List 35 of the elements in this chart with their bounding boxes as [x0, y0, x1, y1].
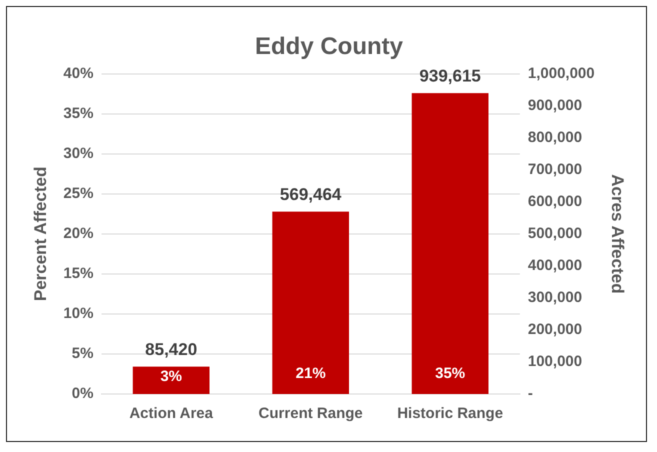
y2-tick-label: 800,000 — [528, 128, 582, 146]
y2-tick-label: 300,000 — [528, 289, 582, 306]
bar — [272, 212, 350, 394]
y-tick-label: 10% — [63, 305, 94, 322]
y2-tick-label: 1,000,000 — [528, 64, 595, 82]
data-label: 85,420 — [145, 340, 198, 359]
y2-tick-label: 400,000 — [528, 257, 582, 274]
y2-tick-label: 200,000 — [528, 321, 582, 338]
annotation: 21% — [296, 365, 326, 382]
data-label: 569,464 — [280, 184, 342, 204]
y-axis-title: Percent Affected — [30, 166, 50, 302]
chart-title: Eddy County — [255, 33, 404, 60]
data-label: 939,615 — [419, 66, 481, 86]
y-tick-label: 30% — [63, 144, 94, 162]
y-tick-label: 35% — [63, 104, 94, 122]
y2-axis-title: Acres Affected — [608, 174, 628, 294]
y-tick-label: 0% — [72, 385, 94, 402]
y-tick-label: 40% — [63, 64, 94, 82]
x-tick-label: Current Range — [258, 405, 363, 422]
y-tick-label: 20% — [63, 225, 94, 242]
bar — [132, 366, 210, 394]
bar — [412, 93, 488, 394]
y-tick-label: 25% — [63, 185, 94, 202]
y2-tick-label: 100,000 — [528, 353, 582, 370]
y2-tick-label: - — [528, 385, 533, 402]
annotation: 35% — [435, 365, 466, 382]
y-tick-label: 5% — [72, 345, 94, 362]
y2-tick-label: 500,000 — [528, 225, 582, 242]
y2-tick-label: 700,000 — [528, 161, 582, 178]
x-tick-label: Historic Range — [397, 405, 504, 422]
x-tick-label: Action Area — [129, 405, 214, 422]
y2-tick-label: 900,000 — [528, 96, 582, 114]
annotation: 3% — [160, 368, 182, 385]
y-tick-label: 15% — [63, 265, 94, 282]
y2-tick-label: 600,000 — [528, 193, 582, 210]
